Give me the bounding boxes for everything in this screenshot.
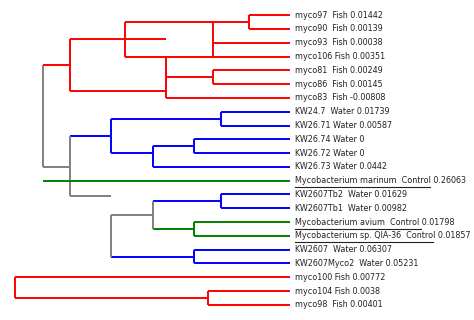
Text: myco81  Fish 0.00249: myco81 Fish 0.00249 [295, 66, 383, 75]
Text: myco98  Fish 0.00401: myco98 Fish 0.00401 [295, 300, 383, 309]
Text: KW2607  Water 0.06307: KW2607 Water 0.06307 [295, 245, 392, 254]
Text: KW26.71 Water 0.00587: KW26.71 Water 0.00587 [295, 121, 392, 130]
Text: myco90  Fish 0.00139: myco90 Fish 0.00139 [295, 24, 383, 34]
Text: Mycobacterium marinum  Control 0.26063: Mycobacterium marinum Control 0.26063 [295, 176, 466, 185]
Text: myco100 Fish 0.00772: myco100 Fish 0.00772 [295, 273, 386, 282]
Text: Mycobacterium sp. QIA-36  Control 0.01857: Mycobacterium sp. QIA-36 Control 0.01857 [295, 231, 471, 240]
Text: KW2607Tb2  Water 0.01629: KW2607Tb2 Water 0.01629 [295, 190, 408, 199]
Text: myco83  Fish -0.00808: myco83 Fish -0.00808 [295, 93, 386, 102]
Text: KW24.7  Water 0.01739: KW24.7 Water 0.01739 [295, 107, 390, 116]
Text: myco97  Fish 0.01442: myco97 Fish 0.01442 [295, 11, 383, 20]
Text: KW2607Myco2  Water 0.05231: KW2607Myco2 Water 0.05231 [295, 259, 419, 268]
Text: myco106 Fish 0.00351: myco106 Fish 0.00351 [295, 52, 386, 61]
Text: KW26.72 Water 0: KW26.72 Water 0 [295, 148, 365, 158]
Text: Mycobacterium avium  Control 0.01798: Mycobacterium avium Control 0.01798 [295, 218, 455, 227]
Text: KW26.73 Water 0.0442: KW26.73 Water 0.0442 [295, 162, 387, 172]
Text: myco86  Fish 0.00145: myco86 Fish 0.00145 [295, 80, 383, 89]
Text: myco104 Fish 0.0038: myco104 Fish 0.0038 [295, 286, 381, 296]
Text: KW2607Tb1  Water 0.00982: KW2607Tb1 Water 0.00982 [295, 204, 408, 213]
Text: myco93  Fish 0.00038: myco93 Fish 0.00038 [295, 38, 383, 47]
Text: KW26.74 Water 0: KW26.74 Water 0 [295, 135, 365, 144]
